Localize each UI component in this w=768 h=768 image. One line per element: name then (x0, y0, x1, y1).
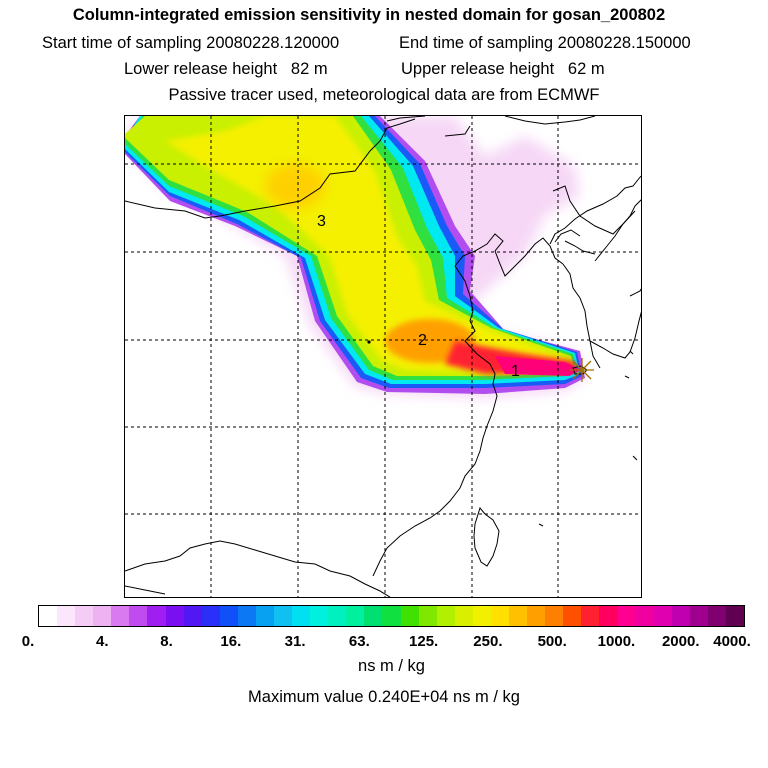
map-svg: 3 2 1 (125, 116, 641, 597)
colorbar-swatch (617, 606, 636, 626)
colorbar-tick-label: 2000. (661, 633, 700, 650)
colorbar-tick-label: 8. (160, 633, 173, 650)
island-d (624, 375, 630, 379)
coast-china-east (372, 265, 498, 577)
end-time-label: End time of sampling 20080228.150000 (399, 34, 691, 52)
colorbar-swatch (689, 606, 708, 626)
colorbar-swatch (183, 606, 202, 626)
colorbar-swatch (310, 606, 329, 626)
graticule (125, 116, 641, 597)
island-a (629, 350, 634, 355)
russia-coast (504, 116, 596, 125)
colorbar-tick-label: 250. (473, 633, 503, 650)
colorbar-swatch (653, 606, 672, 626)
colorbar-swatch (527, 606, 546, 626)
colorbar-swatch (563, 606, 582, 626)
colorbar-tick-label: 31. (284, 633, 306, 650)
colorbar (38, 605, 745, 627)
maximum-value: Maximum value 0.240E+04 ns m / kg (248, 688, 520, 706)
border-china-korea (549, 175, 641, 245)
colorbar-swatch (635, 606, 654, 626)
sensitivity-map: 3 2 1 (124, 115, 642, 598)
release-star-icon (570, 358, 594, 382)
colorbar-swatch (490, 606, 510, 626)
lower-release-label: Lower release height 82 m (124, 60, 328, 78)
coast-china-bohai (454, 233, 564, 277)
start-time-label: Start time of sampling 20080228.120000 (42, 34, 340, 52)
south-border (125, 540, 391, 597)
colorbar-tick-label: 0. (21, 633, 35, 650)
colorbar-swatch (364, 606, 383, 626)
colorbar-swatch (725, 606, 745, 626)
colorbar-swatch (57, 606, 76, 626)
colorbar-swatch (454, 606, 473, 626)
colorbar-swatch (219, 606, 238, 626)
colorbar-tick-label: 125. (409, 633, 439, 650)
jeju-island (572, 365, 588, 375)
coast-korea-south (589, 311, 641, 359)
plot-title: Column-integrated emission sensitivity i… (72, 6, 666, 24)
plume-magenta-core (495, 356, 581, 376)
colorbar-swatch (237, 606, 256, 626)
border-russia (444, 125, 471, 137)
japan-coast (629, 288, 641, 297)
colorbar-swatch (201, 606, 220, 626)
colorbar-tick-label: 1000. (597, 633, 636, 650)
tracer-info: Passive tracer used, meteorological data… (168, 86, 600, 104)
colorbar-swatch (255, 606, 275, 626)
island-c (538, 523, 544, 527)
colorbar-swatch (39, 606, 58, 626)
colorbar-swatch (274, 606, 293, 626)
colorbar-swatch (509, 606, 528, 626)
coast-north-korea (552, 185, 636, 235)
cluster-label-2: 2 (418, 332, 427, 349)
emission-plume (125, 116, 585, 398)
colorbar-swatch (129, 606, 148, 626)
upper-release-label: Upper release height 62 m (401, 60, 605, 78)
colorbar-swatch (581, 606, 600, 626)
border-northeast (386, 116, 426, 122)
colorbar-tick-label: 63. (348, 633, 370, 650)
colorbar-tick-label: 16. (220, 633, 242, 650)
colorbar-swatch (346, 606, 365, 626)
south-border-2 (125, 585, 166, 595)
city-dot (367, 340, 371, 344)
colorbar-swatch (165, 606, 184, 626)
cluster-label-1: 1 (511, 363, 520, 380)
taiwan (473, 506, 500, 567)
colorbar-tick-label: 4. (96, 633, 109, 650)
colorbar-swatch (93, 606, 112, 626)
colorbar-swatch (382, 606, 401, 626)
coast-korea-west (562, 263, 601, 369)
colorbar-swatch (671, 606, 690, 626)
coastlines (125, 116, 641, 597)
colorbar-swatch (599, 606, 618, 626)
colorbar-swatch (147, 606, 166, 626)
border-mongolia (125, 118, 416, 219)
island-b (632, 455, 638, 461)
colorbar-swatch (436, 606, 455, 626)
colorbar-swatch (418, 606, 437, 626)
colorbar-swatch (111, 606, 130, 626)
colorbar-tick-label: 500. (537, 633, 567, 650)
colorbar-swatch (400, 606, 419, 626)
colorbar-units: ns m / kg (358, 657, 425, 675)
colorbar-swatch (292, 606, 311, 626)
colorbar-tick-label: 4000. (713, 633, 751, 650)
colorbar-swatch (707, 606, 726, 626)
colorbar-swatch (328, 606, 347, 626)
colorbar-swatch (472, 606, 491, 626)
cluster-label-3: 3 (317, 213, 326, 230)
colorbar-swatch (545, 606, 564, 626)
colorbar-swatch (75, 606, 94, 626)
plume-orange-core-2 (265, 164, 325, 208)
